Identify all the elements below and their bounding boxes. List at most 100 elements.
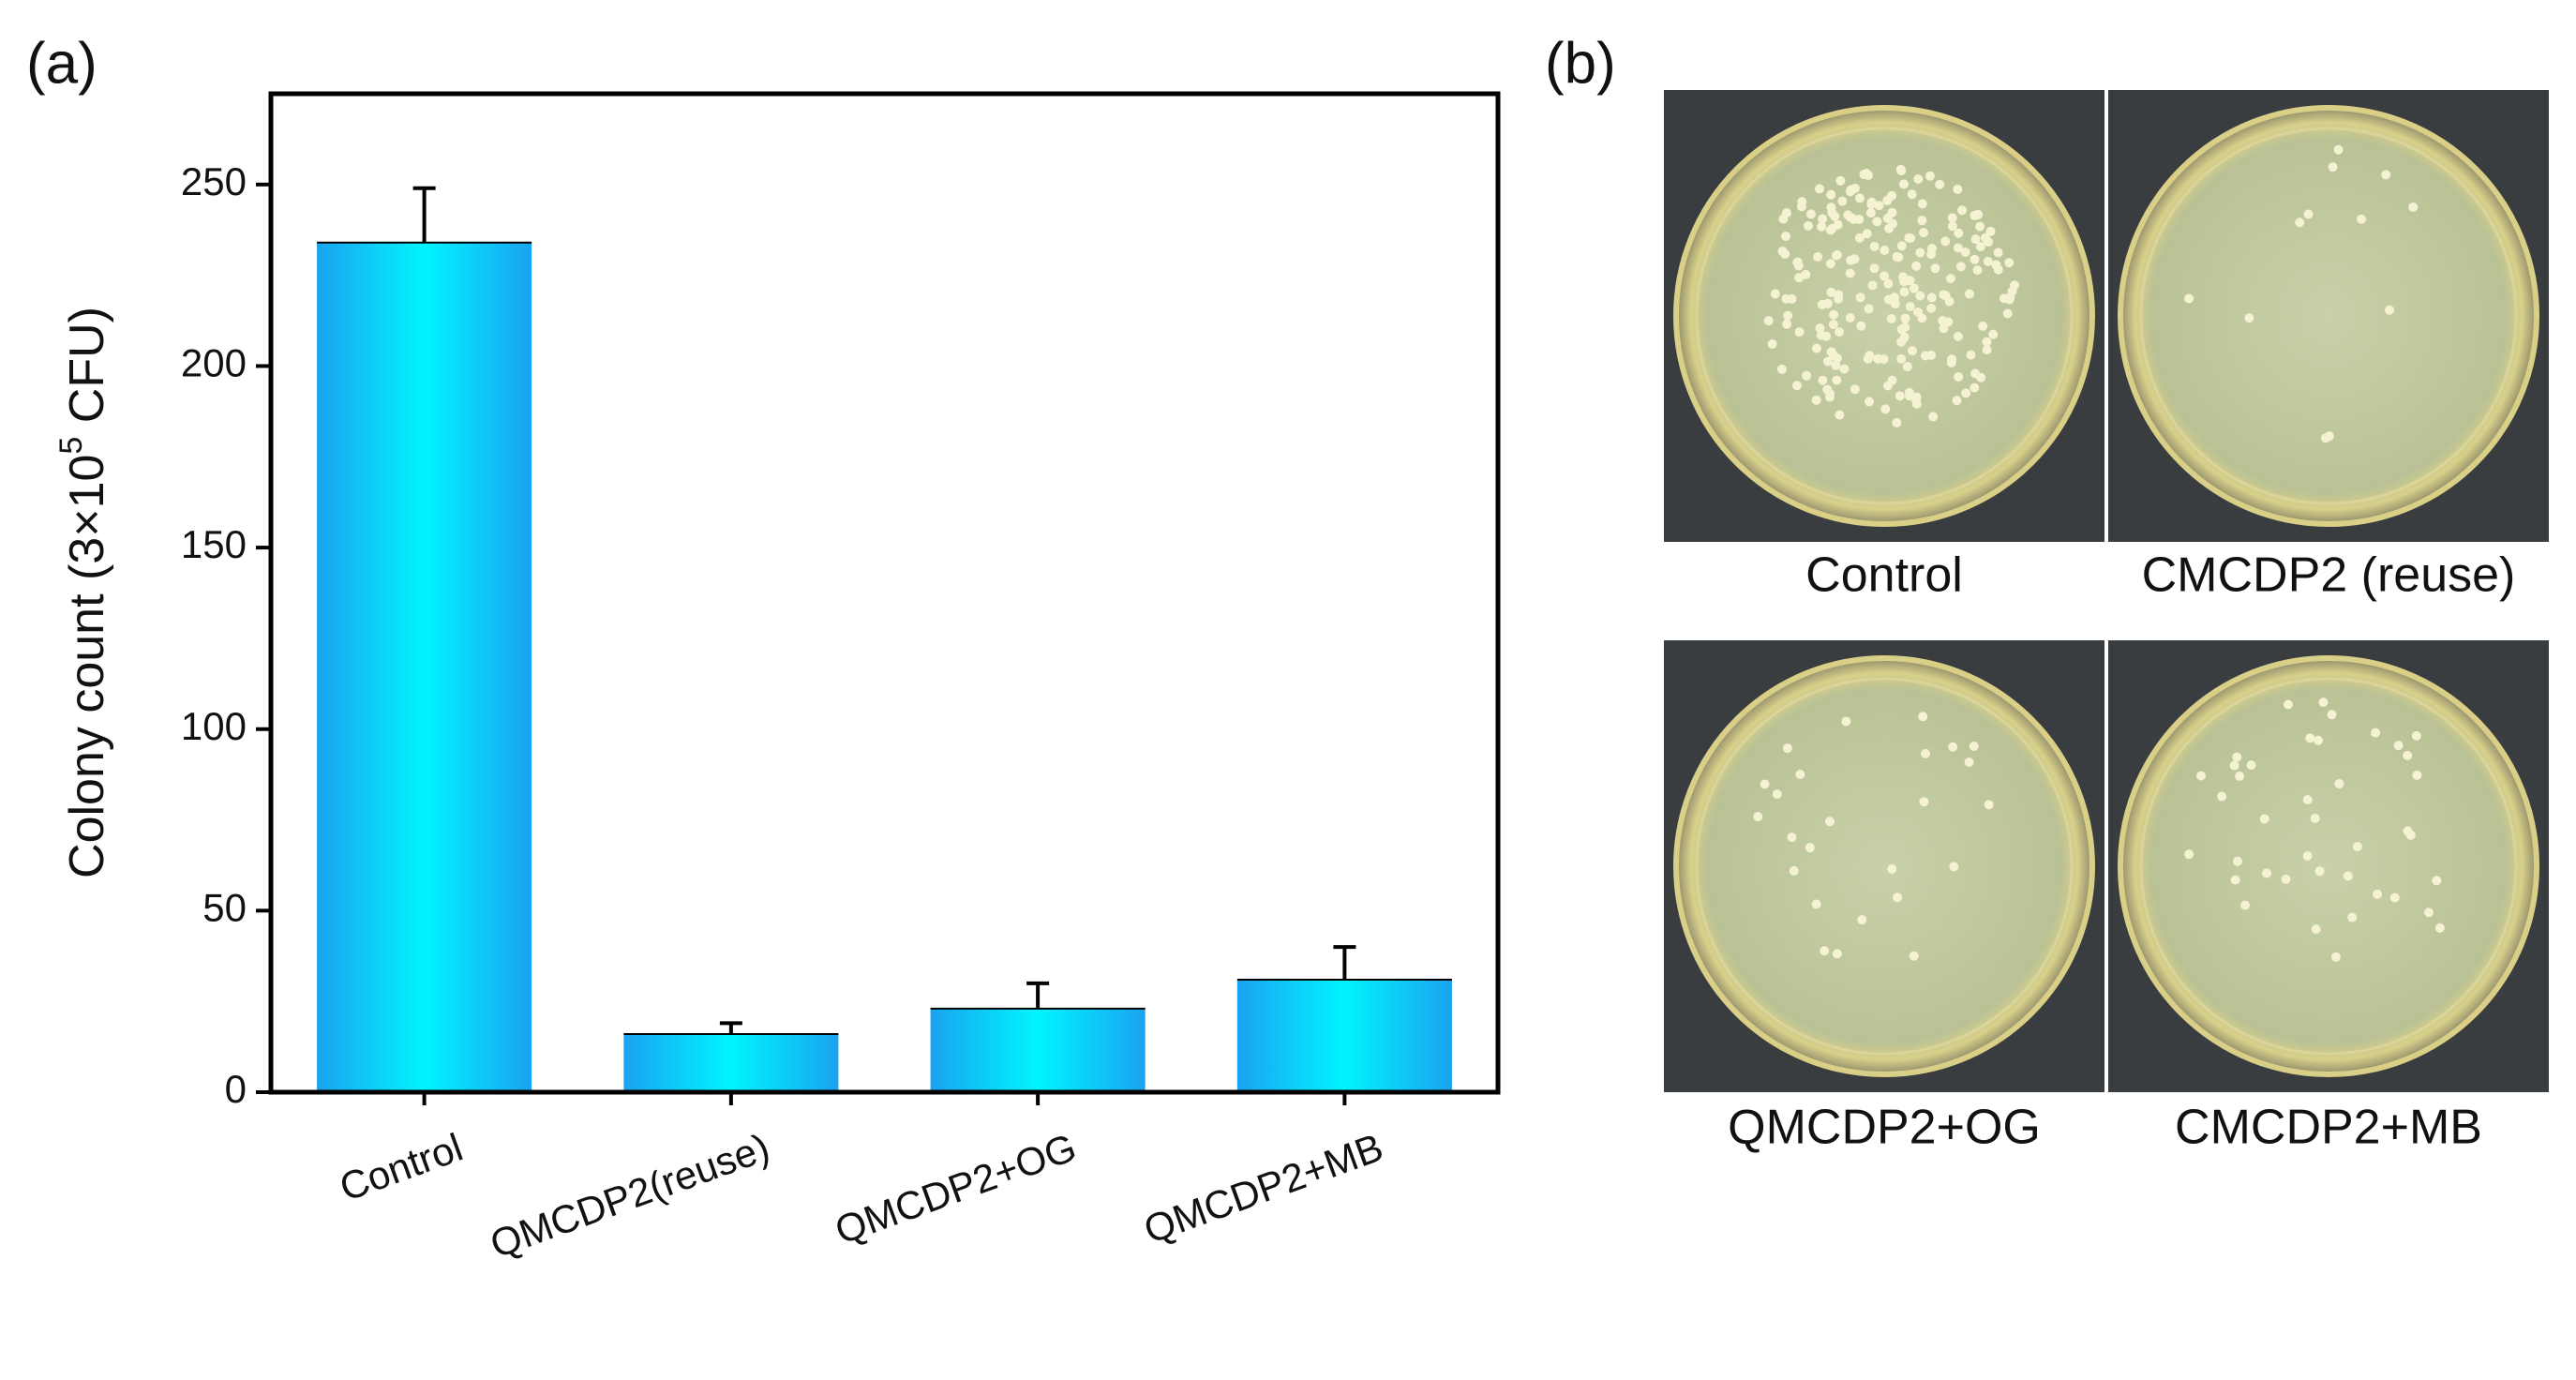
colony xyxy=(1822,356,1833,367)
y-label-part: Colony count (3×10 xyxy=(60,455,114,878)
colony xyxy=(1817,221,1827,232)
colony xyxy=(1856,321,1866,331)
colony xyxy=(1978,321,1988,331)
colony xyxy=(2002,308,2013,319)
colony xyxy=(1776,364,1787,374)
colony xyxy=(1802,370,1812,381)
colony xyxy=(2261,868,2271,878)
bar xyxy=(1236,979,1452,1092)
colony xyxy=(1832,375,1842,385)
colony xyxy=(1953,184,1963,194)
colony xyxy=(1816,330,1826,340)
colony xyxy=(2184,293,2194,304)
colony xyxy=(1832,249,1842,260)
colony xyxy=(1793,261,1804,271)
colony xyxy=(1804,220,1814,231)
colony xyxy=(1953,243,1963,253)
colony xyxy=(1889,292,1899,303)
colony xyxy=(2371,728,2381,738)
colony xyxy=(1864,304,1874,314)
colony xyxy=(1926,350,1937,360)
colony xyxy=(1902,362,1912,372)
colony xyxy=(2246,760,2256,771)
colony xyxy=(2357,214,2367,224)
colony xyxy=(2230,875,2240,885)
colony xyxy=(1862,229,1872,239)
colony xyxy=(1926,303,1937,313)
colony xyxy=(1947,354,1957,365)
colony xyxy=(1898,179,1909,189)
colony xyxy=(1815,323,1825,334)
bar xyxy=(623,1034,839,1092)
y-tick-label: 250 xyxy=(181,159,247,203)
y-label-part: CFU) xyxy=(60,307,114,437)
colony xyxy=(1930,263,1940,274)
colony xyxy=(1760,779,1770,789)
colony xyxy=(2334,779,2344,789)
colony xyxy=(2010,280,2020,291)
petri-rim xyxy=(2139,677,2518,1056)
colony xyxy=(2314,866,2325,877)
colony xyxy=(2233,856,2243,866)
colony xyxy=(1825,389,1835,399)
colony xyxy=(1872,217,1882,227)
colony xyxy=(1957,205,1968,216)
colony xyxy=(1792,381,1803,391)
colony xyxy=(1831,360,1841,370)
colony xyxy=(1988,329,1999,339)
y-tick-label: 200 xyxy=(181,341,247,385)
colony xyxy=(1907,189,1917,200)
colony xyxy=(1940,236,1951,247)
colony xyxy=(1893,892,1903,903)
colony xyxy=(1909,951,1919,961)
colony xyxy=(1787,293,1797,304)
colony xyxy=(2302,850,2313,861)
colony xyxy=(1857,915,1867,925)
y-tick-label: 100 xyxy=(181,704,247,748)
colony xyxy=(1887,218,1897,229)
petri-dish xyxy=(2118,655,2539,1077)
colony xyxy=(1850,384,1860,395)
colony xyxy=(1898,272,1909,282)
colony xyxy=(2389,892,2400,903)
colony xyxy=(1913,307,1924,317)
colony xyxy=(1972,265,1983,276)
colony xyxy=(1895,391,1905,401)
colony xyxy=(2403,750,2413,760)
colony xyxy=(1969,254,1980,264)
colony xyxy=(1801,269,1811,279)
colony xyxy=(1782,743,1792,754)
colony xyxy=(1806,209,1817,219)
colony xyxy=(1919,797,1929,807)
colony xyxy=(1864,397,1874,407)
colony xyxy=(1825,225,1835,235)
colony xyxy=(1887,190,1897,201)
colony xyxy=(2320,433,2330,443)
colony xyxy=(1949,862,1959,872)
colony xyxy=(1913,173,1924,184)
colony xyxy=(1854,214,1865,224)
colony xyxy=(1825,259,1835,269)
colony xyxy=(1867,280,1878,291)
colony xyxy=(1880,271,1890,281)
colony xyxy=(1999,293,2009,304)
colony xyxy=(2217,791,2227,802)
y-tick-label: 50 xyxy=(202,885,247,929)
colony xyxy=(1834,293,1844,304)
colony xyxy=(2232,752,2242,762)
colony xyxy=(1960,247,1970,257)
colony xyxy=(1976,372,1986,382)
colony xyxy=(2184,849,2194,860)
colony xyxy=(2235,771,2245,781)
colony xyxy=(1869,241,1880,251)
petri-rim xyxy=(2139,127,2518,505)
colony xyxy=(2330,952,2341,962)
colony xyxy=(1964,289,1974,299)
colony xyxy=(1832,949,1842,959)
colony xyxy=(1817,299,1827,309)
panel-label: (a) xyxy=(26,31,97,96)
colony xyxy=(1939,323,1949,334)
petri-dish xyxy=(1673,105,2095,527)
colony xyxy=(1861,168,1871,178)
y-tick-label: 0 xyxy=(225,1067,247,1111)
